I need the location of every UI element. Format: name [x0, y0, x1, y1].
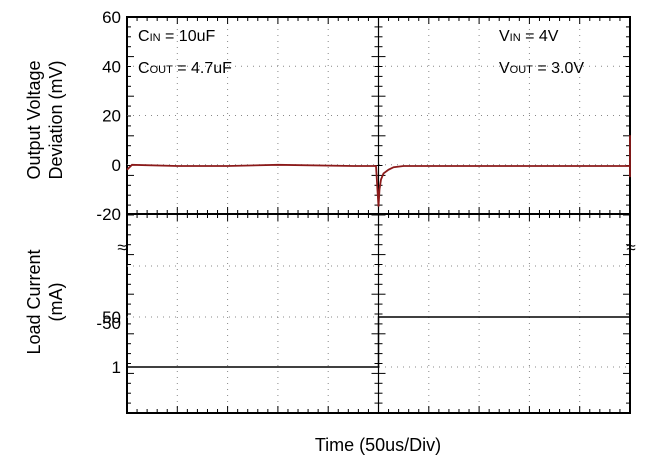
annotation-cout-main: C	[138, 60, 150, 77]
bottom-ylabel-line2: (mA)	[46, 283, 66, 322]
annotation-cout-sub: OUT	[150, 64, 174, 76]
annotation-cin-main: C	[138, 28, 150, 45]
annotation-vin-sub: IN	[510, 32, 521, 44]
annotation-vin: VIN = 4V	[499, 28, 559, 45]
top-ytick-label: 0	[112, 156, 121, 175]
annotation-vout-rest: = 3.0V	[533, 60, 584, 77]
top-ytick-label: 40	[102, 57, 121, 76]
tick-marks	[126, 16, 631, 414]
bottom-ytick-label: 1	[112, 358, 121, 377]
annotation-cin-rest: = 10uF	[161, 28, 216, 45]
annotation-cout: COUT = 4.7uF	[138, 60, 232, 77]
top-ytick-label: 20	[102, 107, 121, 126]
axis-break-left: ≈	[117, 238, 126, 257]
traces	[126, 135, 631, 368]
bottom-ylabel-line1: Load Current	[24, 249, 44, 354]
top-ytick-label: -20	[96, 205, 121, 224]
annotation-vin-rest: = 4V	[521, 28, 559, 45]
annotation-vout-main: V	[499, 60, 510, 77]
top-ylabel-line1: Output Voltage	[24, 60, 44, 179]
y-tick-labels: -20 0 20 40 60 50 1 -50	[96, 8, 121, 377]
annotation-cout-rest: = 4.7uF	[173, 60, 232, 77]
annotation-vout-sub: OUT	[510, 64, 534, 76]
top-series-line	[126, 135, 631, 207]
bottom-series-line	[127, 316, 631, 368]
annotation-vin-main: V	[499, 28, 510, 45]
annotation-cin: CIN = 10uF	[138, 28, 215, 45]
x-axis-label: Time (50us/Div)	[315, 435, 441, 455]
annotation-cin-sub: IN	[150, 32, 161, 44]
top-ytick-label: 60	[102, 8, 121, 27]
top-ylabel-line2: Deviation (mV)	[46, 60, 66, 179]
annotation-vout: VOUT = 3.0V	[499, 60, 584, 77]
bottom-ytick-label: 50	[102, 308, 121, 327]
bottom-ytick-label: -50	[96, 314, 121, 333]
axis-break-right: ≈	[626, 238, 635, 257]
